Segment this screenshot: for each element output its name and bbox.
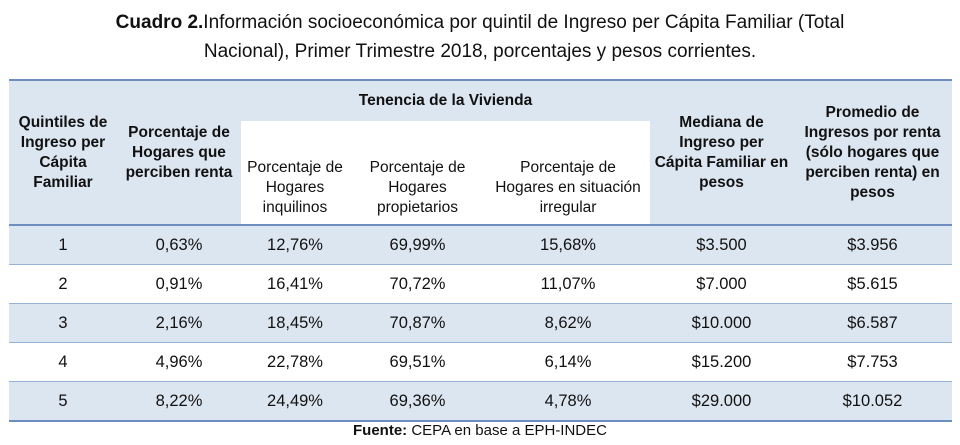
cell-propietarios: 69,36% [349, 381, 486, 422]
cell-propietarios: 69,51% [349, 342, 486, 382]
header-inquilinos: Porcentaje de Hogares inquilinos [241, 121, 349, 225]
cell-promedio: $10.052 [793, 381, 952, 422]
table-row: 5 8,22% 24,49% 69,36% 4,78% $29.000 $10.052 [9, 381, 952, 422]
cell-mediana: $7.000 [650, 264, 793, 304]
table-row: 3 2,16% 18,45% 70,87% 8,62% $10.000 $6.587 [9, 303, 952, 343]
cell-porcentaje-renta: 0,91% [117, 264, 241, 304]
cell-porcentaje-renta: 2,16% [117, 303, 241, 343]
cell-inquilinos: 24,49% [241, 381, 349, 422]
cell-porcentaje-renta: 8,22% [117, 381, 241, 422]
cell-inquilinos: 16,41% [241, 264, 349, 304]
cell-porcentaje-renta: 0,63% [117, 225, 241, 265]
quintile-table: Quintiles de Ingreso per Cápita Familiar… [9, 79, 952, 422]
cell-porcentaje-renta: 4,96% [117, 342, 241, 382]
cell-propietarios: 70,87% [349, 303, 486, 343]
header-promedio-renta: Promedio de Ingresos por renta (sólo hog… [793, 80, 952, 225]
cell-promedio: $7.753 [793, 342, 952, 382]
table-body: 1 0,63% 12,76% 69,99% 15,68% $3.500 $3.956 2 0,9… [9, 225, 952, 422]
header-mediana-ingreso: Mediana de Ingreso per Cápita Familiar e… [650, 80, 793, 225]
cell-inquilinos: 12,76% [241, 225, 349, 265]
cell-irregular: 11,07% [486, 264, 650, 304]
cell-quintil: 5 [9, 381, 117, 422]
cell-inquilinos: 18,45% [241, 303, 349, 343]
source-text: CEPA en base a EPH-INDEC [411, 422, 607, 439]
caption-text-line-2: Nacional), Primer Trimestre 2018, porcen… [203, 41, 757, 62]
cell-promedio: $6.587 [793, 303, 952, 343]
caption-line-1: Cuadro 2.Información socioeconómica por … [0, 8, 960, 37]
table-caption: Cuadro 2.Información socioeconómica por … [0, 8, 960, 66]
caption-text-line-1: Información socioeconómica por quintil d… [203, 12, 845, 33]
header-porcentaje-renta: Porcentaje de Hogares que perciben renta [117, 80, 241, 225]
cell-promedio: $3.956 [793, 225, 952, 265]
caption-label: Cuadro 2. [115, 12, 204, 33]
header-propietarios: Porcentaje de Hogares propietarios [349, 121, 486, 225]
cell-propietarios: 70,72% [349, 264, 486, 304]
source-label: Fuente: [353, 422, 408, 439]
cell-mediana: $29.000 [650, 381, 793, 422]
source-note: Fuente: CEPA en base a EPH-INDEC [0, 422, 960, 439]
cell-quintil: 2 [9, 264, 117, 304]
cell-irregular: 4,78% [486, 381, 650, 422]
cell-inquilinos: 22,78% [241, 342, 349, 382]
cell-irregular: 6,14% [486, 342, 650, 382]
cell-mediana: $10.000 [650, 303, 793, 343]
header-quintiles: Quintiles de Ingreso per Cápita Familiar [9, 80, 117, 225]
header-irregular: Porcentaje de Hogares en situación irreg… [486, 121, 650, 225]
cell-quintil: 3 [9, 303, 117, 343]
table-row: 2 0,91% 16,41% 70,72% 11,07% $7.000 $5.615 [9, 264, 952, 304]
cell-quintil: 4 [9, 342, 117, 382]
cell-mediana: $3.500 [650, 225, 793, 265]
table-row: 4 4,96% 22,78% 69,51% 6,14% $15.200 $7.753 [9, 342, 952, 382]
header-tenencia-vivienda: Tenencia de la Vivienda [241, 80, 650, 122]
cell-promedio: $5.615 [793, 264, 952, 304]
cell-propietarios: 69,99% [349, 225, 486, 265]
cell-quintil: 1 [9, 225, 117, 265]
cell-irregular: 15,68% [486, 225, 650, 265]
table-row: 1 0,63% 12,76% 69,99% 15,68% $3.500 $3.956 [9, 225, 952, 265]
cell-mediana: $15.200 [650, 342, 793, 382]
cell-irregular: 8,62% [486, 303, 650, 343]
